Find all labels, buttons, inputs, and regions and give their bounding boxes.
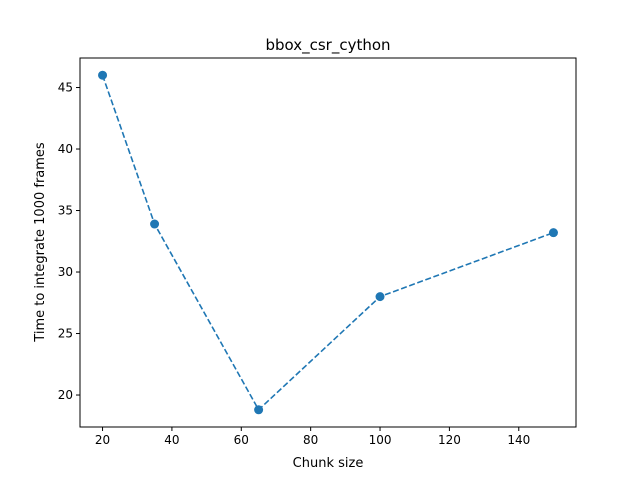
x-tick-label: 40 [164,433,179,447]
data-point [150,219,160,229]
x-axis-label: Chunk size [293,456,364,471]
x-tick-label: 100 [369,433,392,447]
x-tick-label: 80 [303,433,318,447]
chart-title: bbox_csr_cython [265,36,390,55]
x-tick-label: 60 [234,433,249,447]
y-tick-label: 25 [58,327,73,341]
data-point [254,405,264,415]
axes-frame [79,57,577,428]
x-tick-label: 120 [438,433,461,447]
data-point [548,228,558,238]
x-tick-label: 140 [507,433,530,447]
y-axis-label: Time to integrate 1000 frames [33,142,48,343]
y-tick-label: 40 [58,142,73,156]
y-tick-label: 30 [58,265,73,279]
y-tick-label: 35 [58,204,73,218]
data-point [375,292,385,302]
y-tick-label: 20 [58,388,73,402]
y-tick-label: 45 [58,81,73,95]
plot-area: 20 40 60 80 100 120 140 20 25 30 35 40 45 [58,57,577,447]
x-tick-label: 20 [95,433,110,447]
data-point [98,70,108,80]
